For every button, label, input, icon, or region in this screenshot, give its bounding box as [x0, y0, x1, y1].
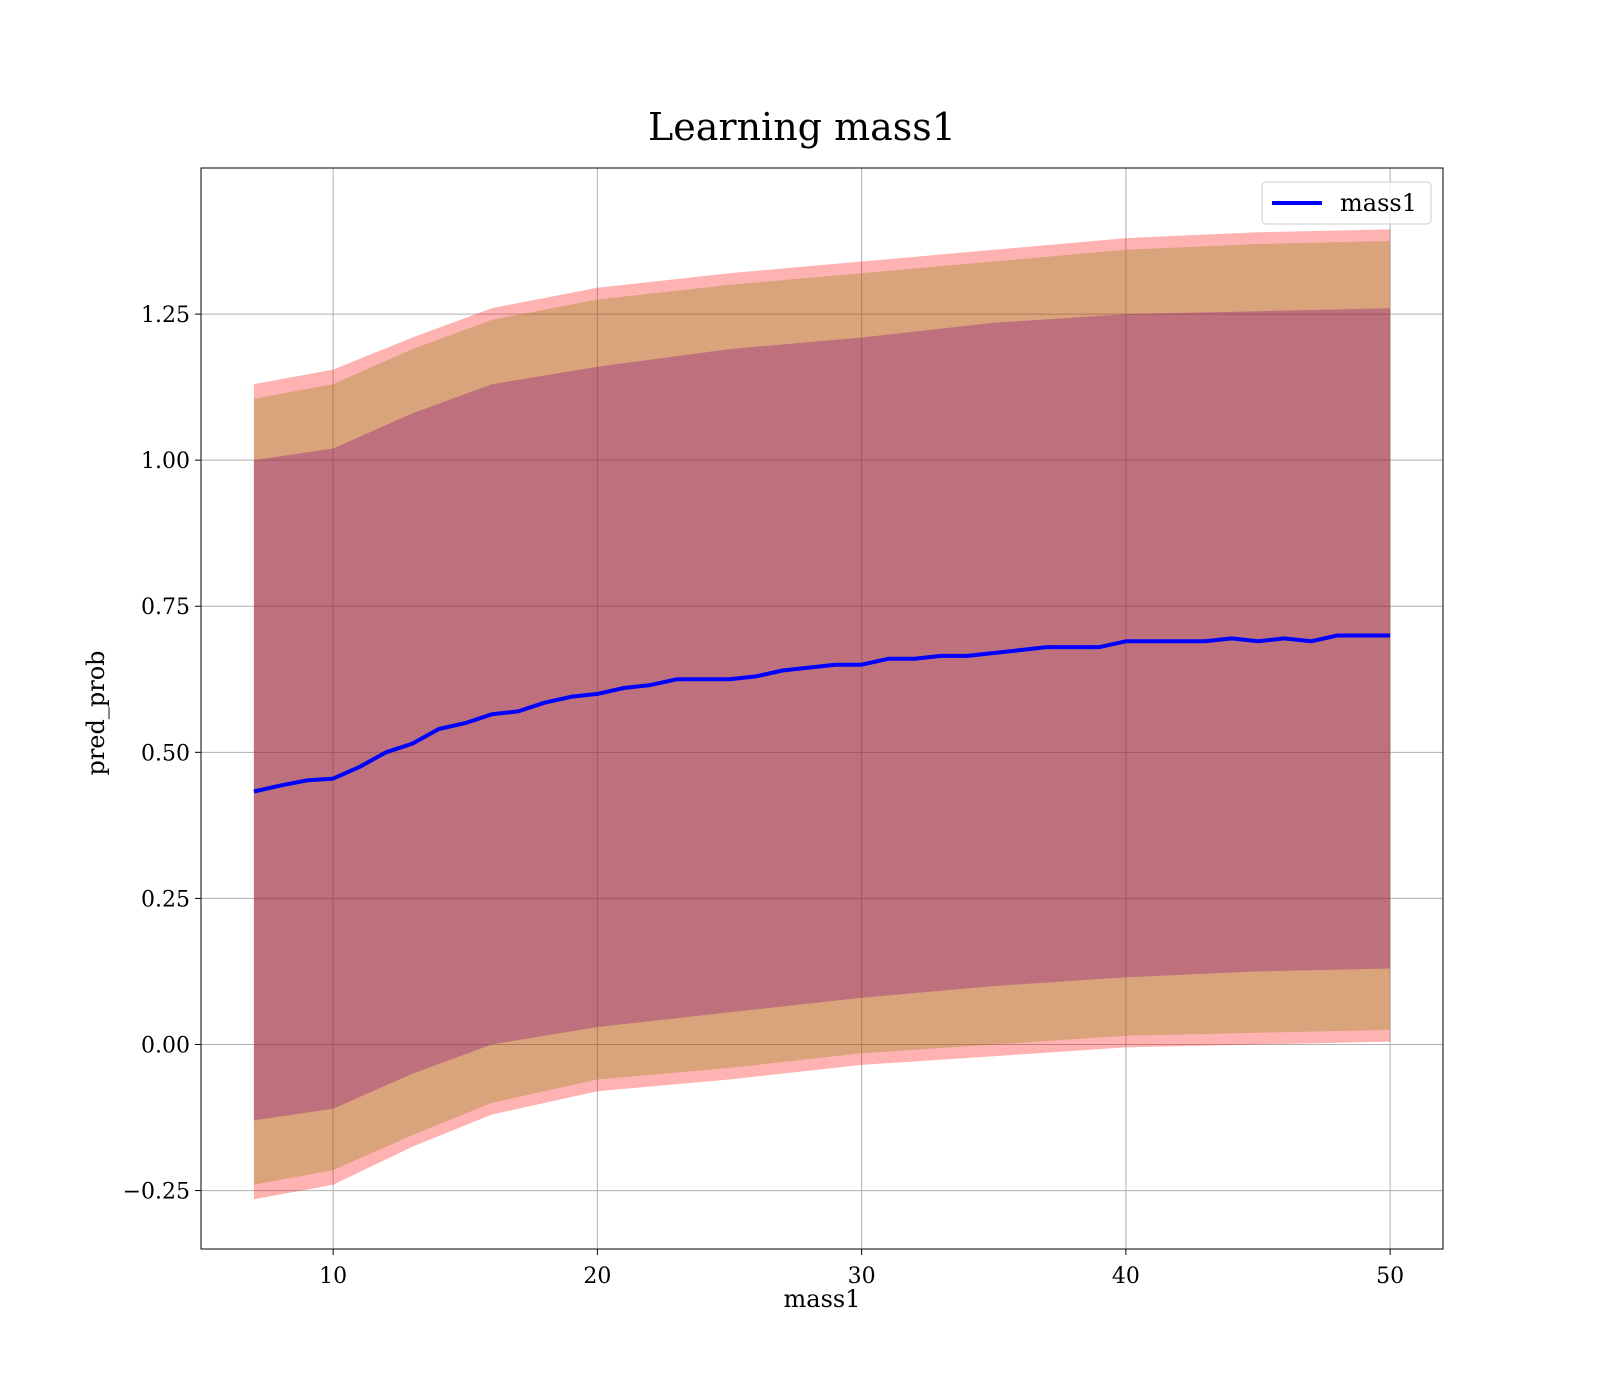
x-axis-label: mass1: [784, 1285, 861, 1313]
y-tick-label: −0.25: [123, 1180, 190, 1205]
grid-layer: [201, 168, 1443, 1249]
x-tick-label: 40: [1112, 1264, 1140, 1289]
y-tick-label: 1.00: [141, 449, 190, 474]
y-tick-label: 1.25: [141, 303, 190, 328]
line-layer: [253, 633, 1391, 794]
x-tick-label: 50: [1376, 1264, 1404, 1289]
y-tick-label: 0.75: [141, 595, 190, 620]
confidence-band: [253, 229, 1391, 1200]
band-layer: [253, 229, 1391, 1200]
x-tick-label: 10: [319, 1264, 347, 1289]
chart-title: Learning mass1: [648, 105, 956, 149]
legend: mass1: [1261, 181, 1432, 225]
x-tick-label: 20: [583, 1264, 611, 1289]
plot-frame: [200, 167, 1444, 1250]
y-tick-label: 0.25: [141, 887, 190, 912]
legend-label: mass1: [1340, 189, 1417, 217]
y-tick-label: 0.50: [141, 741, 190, 766]
legend-box: [1261, 181, 1432, 225]
x-tick-label: 30: [848, 1264, 876, 1289]
y-axis-label: pred_prob: [82, 650, 110, 775]
series-line: [253, 633, 1391, 794]
tick-layer: 10 20 30 40 50 −0.25 0.00 0.25 0.50 0.75 1.00 1.25: [123, 303, 1405, 1289]
confidence-band: [253, 308, 1391, 1121]
confidence-band: [253, 241, 1391, 1185]
y-tick-label: 0.00: [141, 1033, 190, 1058]
